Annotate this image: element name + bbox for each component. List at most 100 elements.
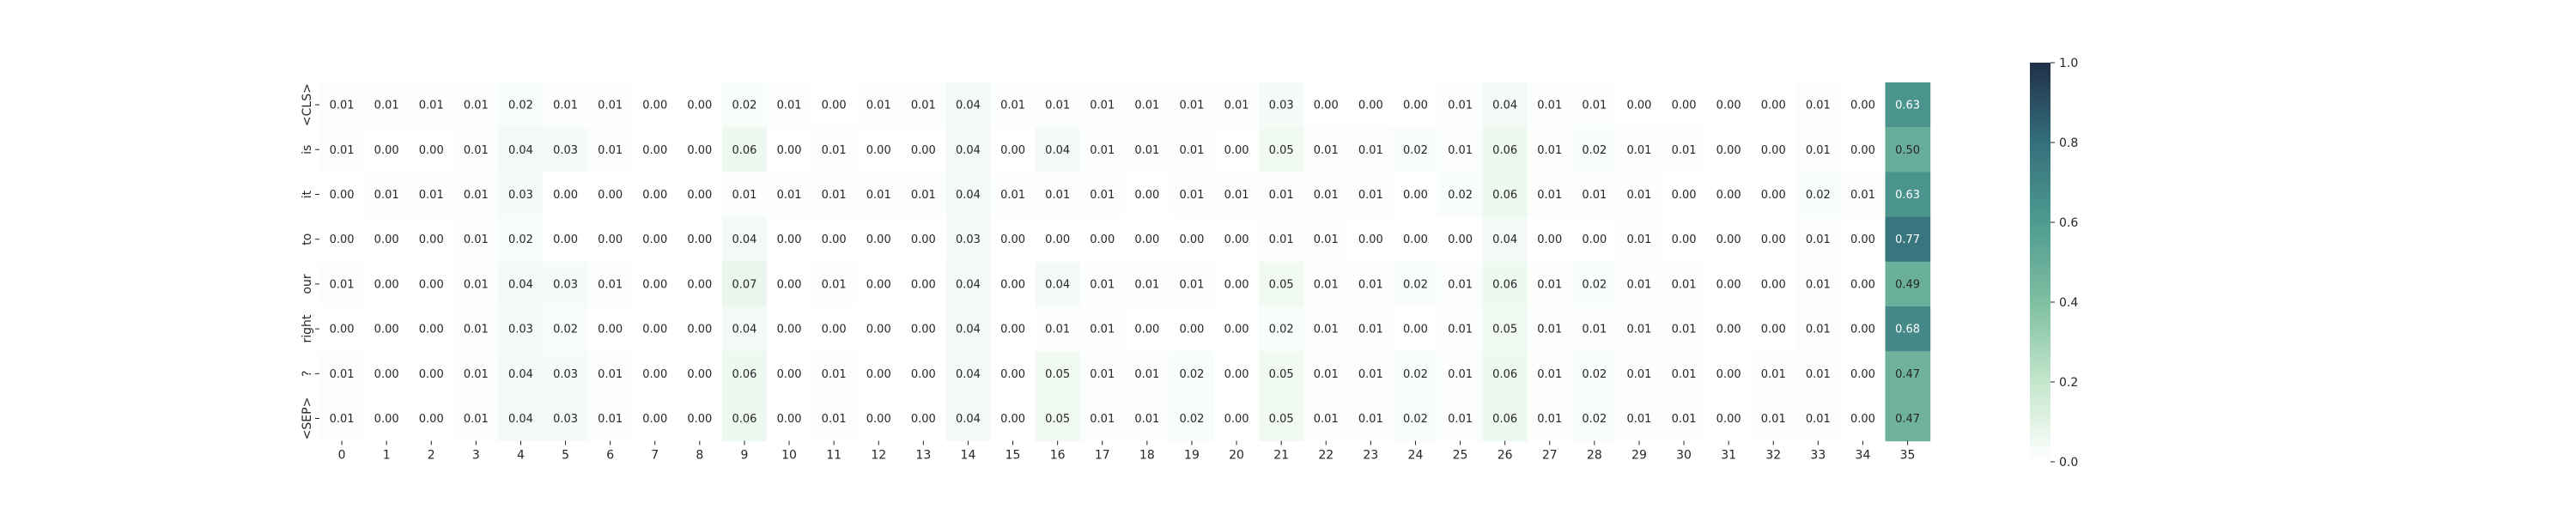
heatmap-cell [409, 172, 454, 218]
heatmap-cell [1795, 127, 1841, 173]
y-tick-label: <SEP> [301, 397, 314, 440]
x-tick-label: 12 [871, 449, 886, 463]
heatmap-cell-value: 0.01 [464, 278, 489, 291]
heatmap-cell [811, 172, 857, 218]
heatmap-cell-value: 0.01 [1448, 144, 1473, 157]
heatmap-cell-value: 0.00 [777, 233, 802, 246]
heatmap-cell-value: 0.01 [330, 100, 355, 112]
heatmap-cell-value: 0.04 [1045, 144, 1070, 157]
heatmap-cell-value: 0.00 [1761, 278, 1786, 291]
heatmap-cell-value: 0.01 [1672, 413, 1697, 426]
heatmap-cell [1348, 172, 1394, 218]
heatmap-cell-value: 0.01 [1358, 368, 1383, 381]
heatmap-cell-value: 0.02 [1403, 278, 1428, 291]
heatmap-cell [1124, 127, 1170, 173]
heatmap-cell-value: 0.00 [687, 413, 712, 426]
heatmap-cell [1124, 351, 1170, 397]
heatmap-cell [1348, 306, 1394, 352]
heatmap-cell [364, 396, 410, 442]
heatmap-cell [901, 82, 946, 128]
heatmap-cell-value: 0.00 [687, 233, 712, 246]
heatmap-cell [1571, 127, 1618, 173]
heatmap-cell-value: 0.02 [1582, 368, 1607, 381]
heatmap-cell [1571, 396, 1618, 442]
heatmap-cell-value: 0.01 [1537, 324, 1562, 336]
heatmap-cell [1706, 216, 1752, 263]
heatmap-cell [543, 351, 589, 397]
heatmap-cell [856, 82, 902, 128]
colorbar-gradient [2030, 63, 2050, 462]
heatmap-cell [319, 351, 365, 397]
heatmap-cell [1393, 172, 1439, 218]
heatmap-cell-value: 0.00 [1314, 100, 1339, 112]
heatmap-cell [1303, 172, 1349, 218]
heatmap-cell-value: 0.01 [1626, 233, 1651, 246]
heatmap-cell-value: 0.01 [598, 368, 623, 381]
heatmap-cell-value: 0.01 [330, 368, 355, 381]
heatmap-cell-value: 0.00 [1626, 100, 1651, 112]
x-tick-label: 32 [1765, 449, 1781, 463]
heatmap-cell [1706, 396, 1752, 442]
x-tick-label: 11 [826, 449, 841, 463]
heatmap-cell-value: 0.00 [374, 144, 399, 157]
heatmap-cell [1169, 172, 1215, 218]
heatmap-cell [453, 261, 499, 307]
heatmap-cell [1482, 127, 1528, 173]
y-tick-label: our [301, 274, 314, 294]
heatmap-cell-value: 0.01 [1806, 278, 1831, 291]
heatmap-cell-value: 0.01 [1090, 324, 1115, 336]
heatmap-cell [945, 82, 992, 128]
heatmap-cell [587, 351, 634, 397]
heatmap-cell-value: 0.00 [642, 189, 667, 202]
heatmap-cell [409, 351, 454, 397]
x-tick-label: 21 [1273, 449, 1289, 463]
heatmap-cell-value: 0.00 [1716, 413, 1741, 426]
heatmap-cell [767, 351, 812, 397]
heatmap-cell [1035, 127, 1081, 173]
heatmap-cell-value: 0.01 [330, 413, 355, 426]
heatmap-cell [677, 396, 723, 442]
heatmap-cell-value: 0.01 [374, 100, 399, 112]
heatmap-cell-value: 0.02 [1179, 413, 1204, 426]
heatmap-cell-value: 0.00 [1537, 233, 1562, 246]
heatmap-cell-value: 0.01 [1090, 100, 1115, 112]
heatmap-cell-value: 0.01 [1537, 100, 1562, 112]
heatmap-cell [1437, 396, 1484, 442]
heatmap-cell-value: 0.63 [1895, 100, 1920, 112]
heatmap-cell [1348, 261, 1394, 307]
heatmap-cell-value: 0.00 [911, 144, 936, 157]
heatmap-cell [1259, 306, 1304, 352]
heatmap-cell-value: 0.00 [1761, 233, 1786, 246]
heatmap-cell [1079, 306, 1126, 352]
heatmap-cell-value: 0.02 [1403, 368, 1428, 381]
heatmap-cell-value: 0.00 [1179, 233, 1204, 246]
heatmap-cell-value: 0.01 [1134, 368, 1159, 381]
y-tick-label: ? [301, 371, 314, 377]
heatmap-cell-value: 0.01 [1448, 413, 1473, 426]
heatmap-cell [1169, 396, 1215, 442]
heatmap-cell-value: 0.00 [1850, 233, 1875, 246]
heatmap-cell-value: 0.00 [687, 189, 712, 202]
heatmap-cell [721, 127, 768, 173]
heatmap-cell-value: 0.00 [1761, 144, 1786, 157]
heatmap-cell-value: 0.01 [1672, 368, 1697, 381]
heatmap-cell-value: 0.00 [1716, 189, 1741, 202]
heatmap-cell [1259, 82, 1304, 128]
heatmap-cell-value: 0.03 [553, 413, 578, 426]
x-tick-label: 9 [740, 449, 748, 463]
heatmap-cell-value: 0.02 [508, 233, 533, 246]
heatmap-cell-value: 0.00 [911, 324, 936, 336]
heatmap-cell-value: 0.01 [1179, 189, 1204, 202]
heatmap-cell [1124, 82, 1170, 128]
heatmap-cell [1571, 351, 1618, 397]
heatmap-cell-value: 0.00 [866, 368, 891, 381]
heatmap-cell-value: 0.01 [1314, 368, 1339, 381]
heatmap-cell-value: 0.00 [866, 144, 891, 157]
heatmap-cell-value: 0.01 [1224, 100, 1249, 112]
heatmap-cell [632, 172, 678, 218]
heatmap-cell-value: 0.01 [1537, 144, 1562, 157]
heatmap-cell-value: 0.04 [956, 368, 981, 381]
heatmap-cell-value: 0.00 [1716, 324, 1741, 336]
heatmap-cell-value: 0.00 [777, 278, 802, 291]
heatmap-cell-value: 0.03 [553, 368, 578, 381]
